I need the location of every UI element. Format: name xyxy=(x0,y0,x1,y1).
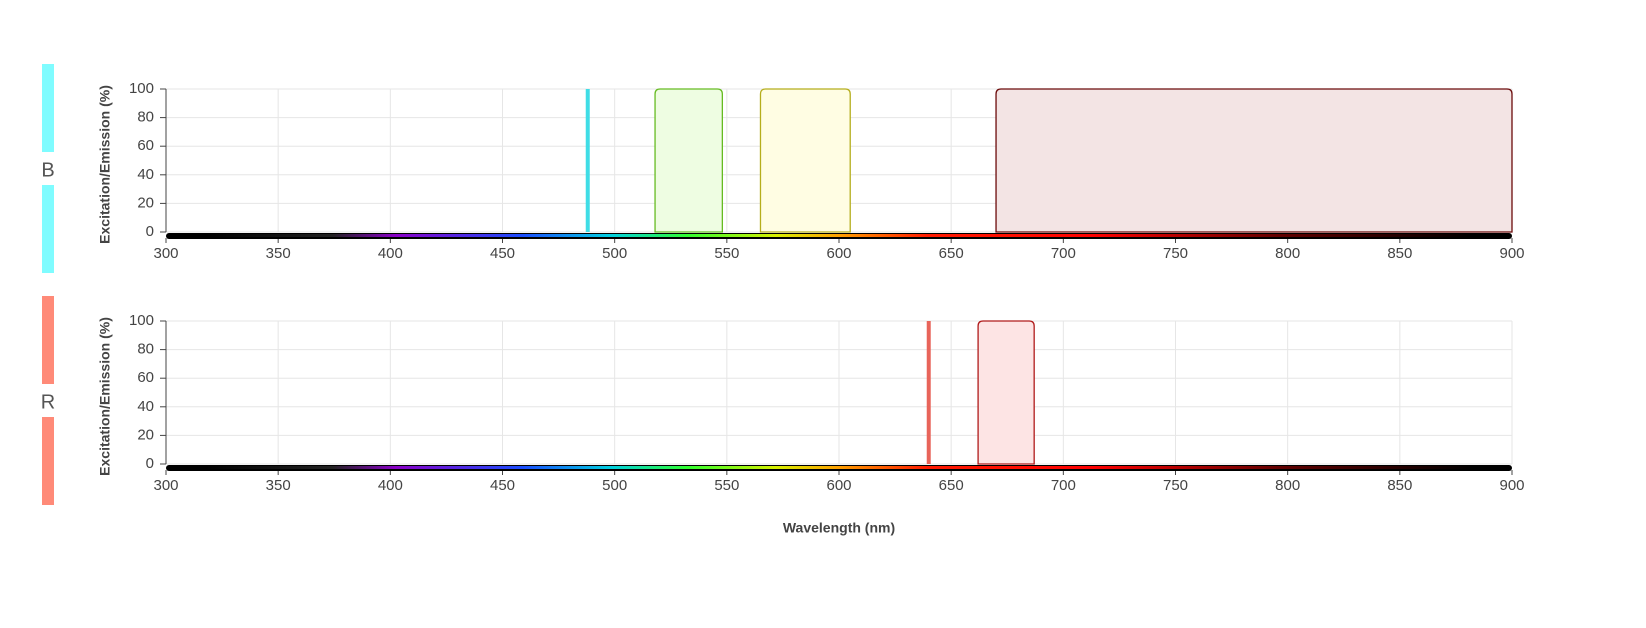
x-tick-label: 850 xyxy=(1387,245,1412,262)
filter-band xyxy=(759,88,851,233)
y-axis-label: Excitation/Emission (%) xyxy=(97,317,113,476)
x-tick-label: 650 xyxy=(939,245,964,262)
y-tick-label: 40 xyxy=(137,166,154,183)
y-tick-label: 60 xyxy=(137,369,154,386)
side-bar xyxy=(42,64,54,152)
x-tick-label: 450 xyxy=(490,477,515,494)
side-bar xyxy=(42,185,54,273)
filter-band xyxy=(977,320,1035,465)
x-tick-label: 850 xyxy=(1387,477,1412,494)
y-tick-label: 60 xyxy=(137,137,154,154)
x-tick-label: 800 xyxy=(1275,477,1300,494)
side-bar xyxy=(42,296,54,384)
x-tick-label: 750 xyxy=(1163,477,1188,494)
y-axis-label: Excitation/Emission (%) xyxy=(97,85,113,244)
filter-band xyxy=(995,88,1513,233)
x-tick-label: 750 xyxy=(1163,245,1188,262)
side-label: R xyxy=(41,391,55,413)
x-tick-label: 400 xyxy=(378,245,403,262)
filter-band xyxy=(654,88,723,233)
x-tick-label: 700 xyxy=(1051,245,1076,262)
x-axis-label: Wavelength (nm) xyxy=(783,520,895,536)
x-tick-label: 700 xyxy=(1051,477,1076,494)
y-tick-label: 20 xyxy=(137,194,154,211)
y-tick-label: 40 xyxy=(137,398,154,415)
x-tick-label: 650 xyxy=(939,477,964,494)
x-tick-label: 900 xyxy=(1499,245,1524,262)
side-bar xyxy=(42,417,54,505)
spectrum-bar xyxy=(206,234,1472,237)
y-tick-label: 0 xyxy=(146,223,154,240)
x-tick-label: 800 xyxy=(1275,245,1300,262)
side-label: B xyxy=(41,159,54,181)
x-tick-label: 400 xyxy=(378,477,403,494)
x-tick-label: 350 xyxy=(266,477,291,494)
y-tick-label: 100 xyxy=(129,312,154,329)
y-tick-label: 80 xyxy=(137,109,154,126)
y-tick-label: 0 xyxy=(146,455,154,472)
x-tick-label: 500 xyxy=(602,245,627,262)
x-tick-label: 550 xyxy=(714,245,739,262)
y-tick-label: 80 xyxy=(137,341,154,358)
x-tick-label: 600 xyxy=(826,245,851,262)
x-tick-label: 350 xyxy=(266,245,291,262)
spectrum-bar xyxy=(206,466,1472,469)
x-tick-label: 300 xyxy=(153,477,178,494)
x-tick-label: 600 xyxy=(826,477,851,494)
x-tick-label: 550 xyxy=(714,477,739,494)
y-tick-label: 100 xyxy=(129,80,154,97)
x-tick-label: 500 xyxy=(602,477,627,494)
x-tick-label: 300 xyxy=(153,245,178,262)
x-tick-label: 450 xyxy=(490,245,515,262)
y-tick-label: 20 xyxy=(137,426,154,443)
x-tick-label: 900 xyxy=(1499,477,1524,494)
